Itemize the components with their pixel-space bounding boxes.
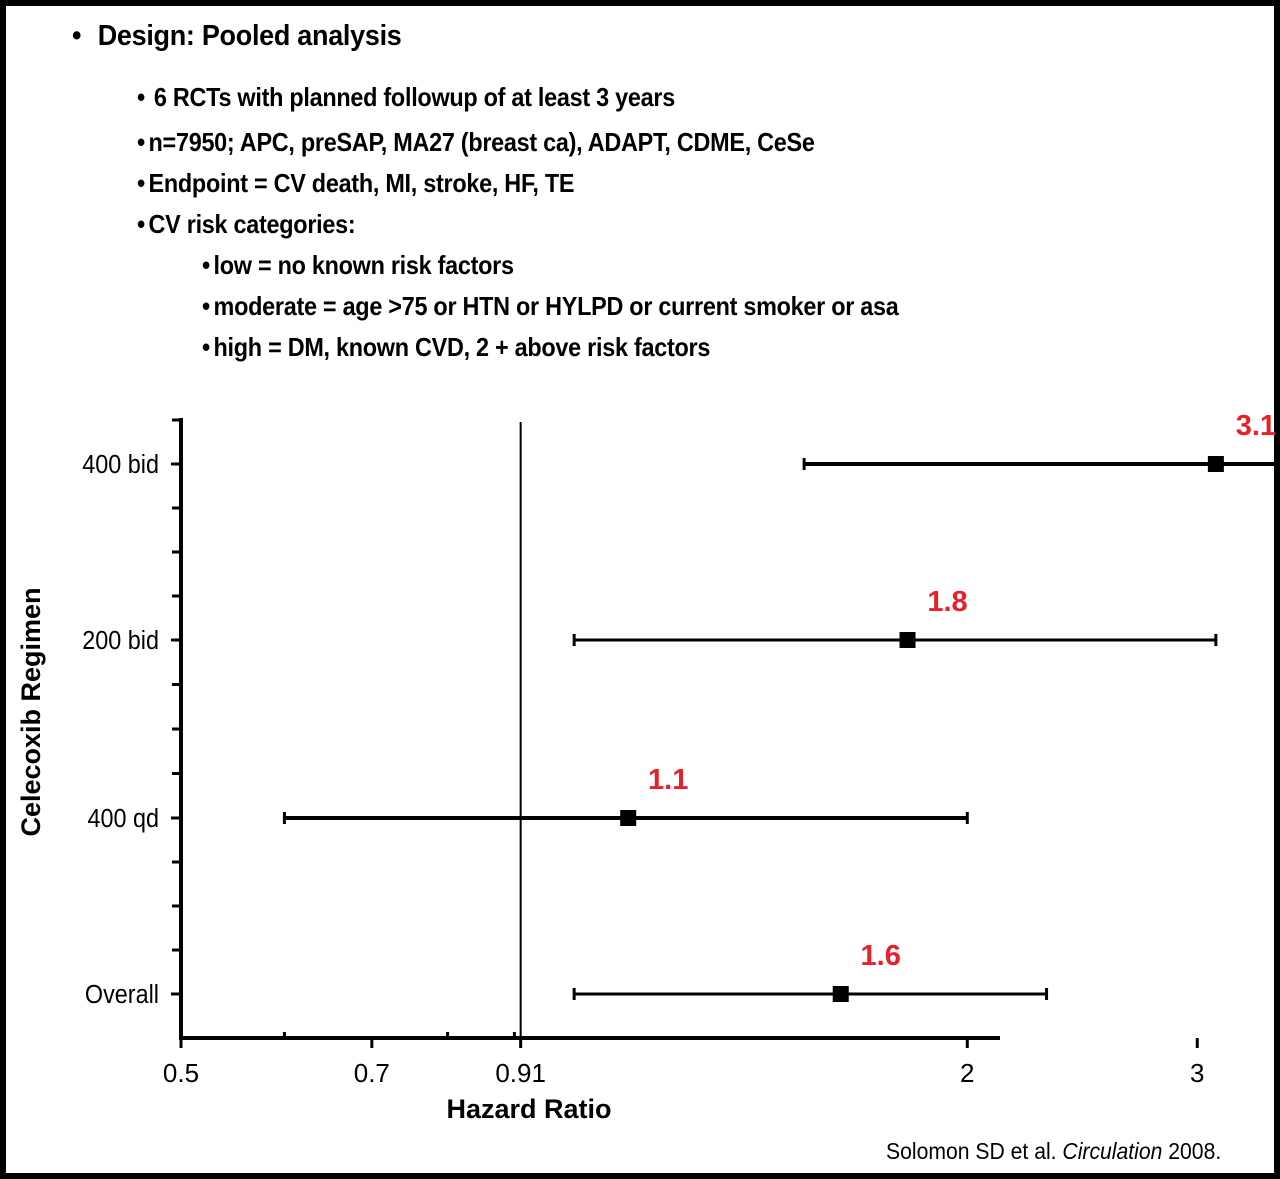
x-tick-label: 3 xyxy=(1190,1058,1204,1088)
design-text: Design: Pooled analysis xyxy=(97,20,402,52)
estimate-label: 1.1 xyxy=(648,764,688,796)
estimate-label: 1.6 xyxy=(861,940,901,972)
sub-bullet-item-text: low = no known risk factors xyxy=(213,250,515,280)
x-tick-label: 0.5 xyxy=(163,1058,199,1088)
x-tick-label: 2 xyxy=(960,1058,974,1088)
estimate-marker xyxy=(899,632,916,648)
x-tick-label: 0.7 xyxy=(354,1058,390,1088)
y-tick-label: 400 qd xyxy=(87,805,159,833)
sub-bullet-item-text: moderate = age >75 or HTN or HYLPD or cu… xyxy=(213,291,899,321)
bullet-item: • CV risk categories: xyxy=(137,209,356,239)
sub-bullet-item: • low = no known risk factors xyxy=(202,250,515,280)
plot-marks: 3.1 1.8 1.1 1.6 xyxy=(282,410,1280,1002)
y-tick-label: Overall xyxy=(85,981,159,1009)
bullet-item: • n=7950; APC, preSAP, MA27 (breast ca), … xyxy=(137,127,815,157)
citation-journal: Circulation xyxy=(1062,1138,1163,1164)
bullet-item-text: 6 RCTs with planned followup of at least… xyxy=(153,82,675,112)
x-tick-label: 0.91 xyxy=(495,1058,546,1088)
estimate-marker xyxy=(1207,456,1224,472)
estimate-marker xyxy=(620,810,637,826)
bullet-item-text: Endpoint = CV death, MI, stroke, HF, TE xyxy=(148,168,575,198)
y-axis-label: Celecoxib Regimen xyxy=(16,587,46,836)
citation-authors: Solomon SD et al. xyxy=(886,1138,1057,1164)
estimate-label: 1.8 xyxy=(927,586,967,618)
bullet-item: • Endpoint = CV death, MI, stroke, HF, TE xyxy=(137,168,575,198)
sub-bullet-item-text: high = DM, known CVD, 2 + above risk fac… xyxy=(213,332,711,362)
citation: Solomon SD et al. Circulation 2008. xyxy=(886,1138,1221,1165)
estimate-marker xyxy=(832,986,849,1002)
y-tick-label: 400 bid xyxy=(82,451,159,479)
bullet-item: • 6 RCTs with planned followup of at leas… xyxy=(137,82,675,112)
x-axis-label: Hazard Ratio xyxy=(446,1094,611,1124)
estimate-label: 3.1 xyxy=(1236,410,1276,442)
sub-bullet-item: • high = DM, known CVD, 2 + above risk fa… xyxy=(202,332,711,362)
sub-bullet-item: • moderate = age >75 or HTN or HYLPD or c… xyxy=(202,291,899,321)
design-heading: • Design: Pooled analysis xyxy=(72,20,402,52)
citation-year: 2008. xyxy=(1168,1138,1222,1164)
bullet-item-text: n=7950; APC, preSAP, MA27 (breast ca), A… xyxy=(148,127,815,157)
y-tick-label: 200 bid xyxy=(82,627,159,655)
bullet-item-text: CV risk categories: xyxy=(148,209,356,239)
